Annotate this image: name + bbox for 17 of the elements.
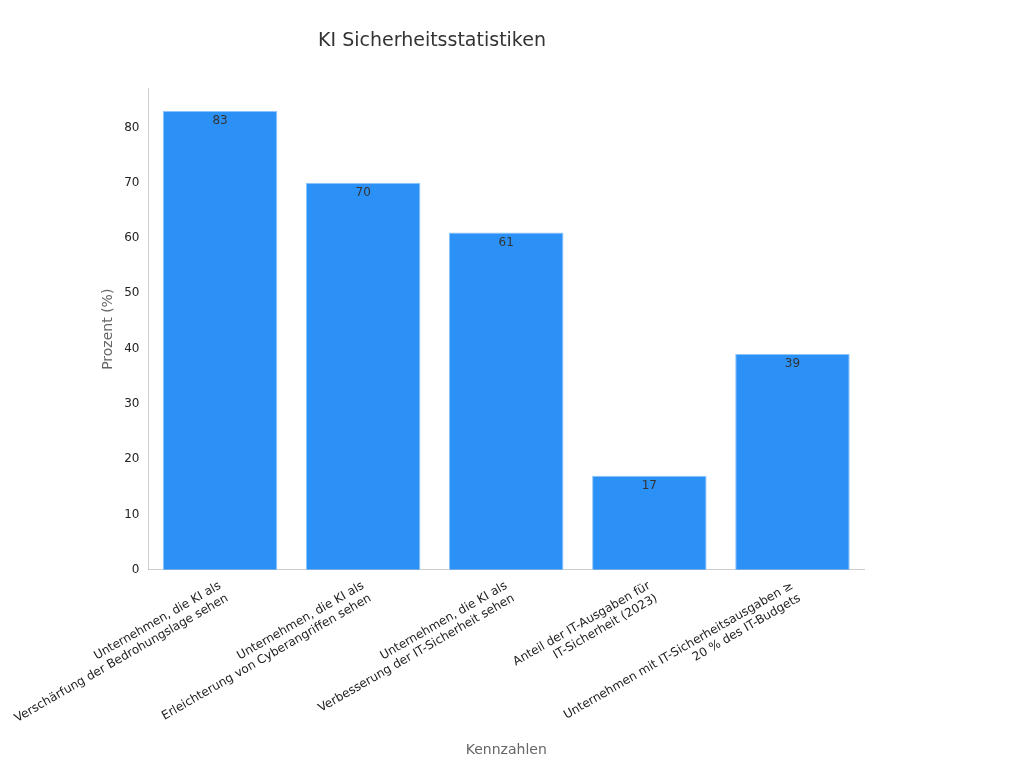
data-label: 83	[212, 113, 228, 128]
y-tick-label: 20	[124, 451, 140, 466]
x-axis-title: Kennzahlen	[465, 741, 547, 758]
chart-title: KI Sicherheitsstatistiken	[318, 28, 546, 51]
y-tick-label: 80	[124, 119, 140, 134]
data-label: 39	[784, 356, 801, 371]
y-tick-label: 60	[124, 230, 140, 245]
y-tick-label: 50	[124, 285, 140, 300]
y-tick-label: 30	[124, 396, 140, 410]
data-label: 61	[498, 234, 514, 249]
y-tick-label: 70	[124, 174, 140, 189]
data-label: 70	[355, 184, 371, 199]
y-tick-label: 10	[124, 506, 140, 521]
y-axis-title: Prozent (%)	[99, 288, 116, 370]
y-tick-label: 0	[131, 561, 140, 576]
y-tick-label: 40	[124, 340, 140, 355]
data-label: 17	[641, 477, 657, 492]
